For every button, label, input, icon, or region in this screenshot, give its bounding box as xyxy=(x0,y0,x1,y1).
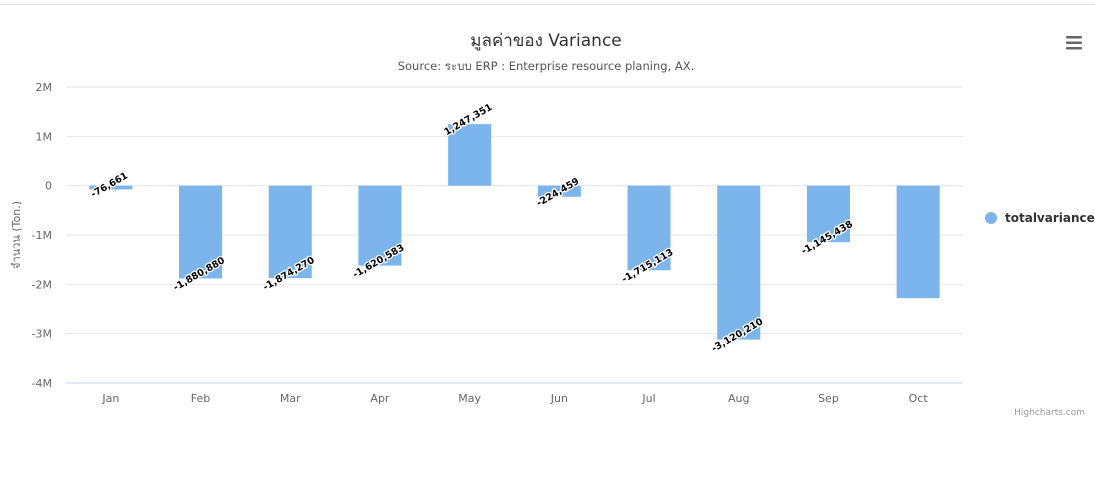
y-tick-label: -1M xyxy=(32,229,52,242)
bar-mar[interactable] xyxy=(268,185,312,279)
y-tick-label: 2M xyxy=(36,81,53,94)
x-tick-label: Jun xyxy=(550,392,568,405)
x-tick-label: Sep xyxy=(818,392,839,405)
bar-apr[interactable] xyxy=(358,185,402,266)
hamburger-menu-icon[interactable] xyxy=(1060,34,1088,52)
chart-credits[interactable]: Highcharts.com xyxy=(1014,408,1085,418)
x-tick-label: May xyxy=(458,392,481,405)
bar-jun[interactable] xyxy=(537,185,581,197)
y-tick-label: -2M xyxy=(32,278,52,291)
x-tick-label: Oct xyxy=(909,392,929,405)
legend-swatch xyxy=(985,212,997,224)
x-tick-label: Aug xyxy=(728,392,749,405)
x-tick-label: Feb xyxy=(191,392,210,405)
x-tick-label: Mar xyxy=(280,392,301,405)
y-tick-label: -3M xyxy=(32,328,52,341)
legend-item-totalvariance[interactable]: totalvariance xyxy=(1005,211,1095,225)
x-tick-label: Apr xyxy=(370,392,390,405)
chart-title: มูลค่าของ Variance xyxy=(470,31,622,51)
x-tick-label: Jul xyxy=(641,392,655,405)
bar-jul[interactable] xyxy=(627,185,671,271)
top-divider xyxy=(0,4,1095,5)
y-tick-label: -4M xyxy=(32,377,52,390)
legend[interactable]: totalvariance xyxy=(985,211,1095,225)
x-axis-ticks: Jan Feb Mar Apr May Jun Jul Aug Sep Oct xyxy=(101,392,928,405)
bar-feb[interactable] xyxy=(179,185,223,279)
bar-aug[interactable] xyxy=(717,185,761,340)
bar-oct[interactable] xyxy=(896,185,940,299)
bar-sep[interactable] xyxy=(806,185,850,243)
x-tick-label: Jan xyxy=(101,392,119,405)
y-tick-label: 0 xyxy=(45,180,52,193)
bar-may[interactable] xyxy=(448,124,492,186)
y-tick-label: 1M xyxy=(36,130,53,143)
bar-jan[interactable] xyxy=(89,185,133,190)
chart-subtitle: Source: ระบบ ERP : Enterprise resource p… xyxy=(398,59,695,73)
bar-series xyxy=(89,124,940,340)
y-axis-label: จำนวน (Ton.) xyxy=(10,201,23,269)
y-axis-ticks: 2M 1M 0 -1M -2M -3M -4M xyxy=(32,81,52,390)
